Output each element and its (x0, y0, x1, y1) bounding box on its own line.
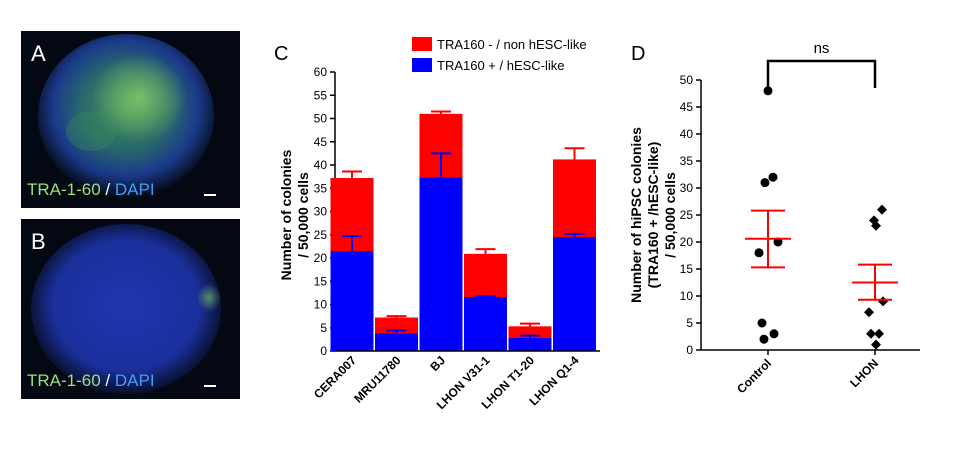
stacked-bar-chart: C 0 5 10 15 20 25 30 35 40 45 50 55 60 Number of colon… (274, 37, 600, 412)
bar-lhon-q1-4-hesc (553, 237, 596, 351)
y-tick-label: 30 (680, 181, 694, 195)
y-tick-label: 50 (314, 112, 328, 126)
data-point-lhon (871, 339, 881, 350)
y-tick-label: 5 (320, 321, 327, 335)
significance-label: ns (814, 40, 830, 57)
y-tick-label: 30 (314, 205, 328, 219)
legend-swatch-hesc (412, 58, 432, 72)
legend-label-hesc: TRA160 + / hESC-like (437, 58, 565, 73)
panel-label-d: D (631, 43, 645, 65)
y-tick-label: 45 (314, 135, 328, 149)
data-point-control (754, 248, 764, 258)
data-point-lhon (878, 296, 888, 307)
micrograph-a: A TRA-1-60 / DAPI (21, 31, 240, 208)
y-tick-label: 10 (680, 289, 694, 303)
y-tick-label: 5 (686, 316, 693, 330)
bar-mru11780-hesc (375, 333, 418, 351)
panel-label-c: C (274, 43, 288, 65)
stain-legend-b: TRA-1-60 / DAPI (27, 371, 155, 391)
stain-separator: / (100, 180, 115, 199)
y-tick-label: 0 (320, 344, 327, 358)
y-tick-label: 55 (314, 88, 328, 102)
y-tick-label: 20 (314, 251, 328, 265)
data-point-control (760, 178, 770, 188)
colony-image-b (31, 224, 221, 394)
data-point-control (763, 86, 773, 96)
y-tick-label: 45 (680, 100, 694, 114)
bar-cera007-hesc (330, 251, 374, 351)
y-axis-title: Number of hiPSC colonies(TRA160 + /hESC-… (628, 127, 678, 303)
y-tick-label: 40 (314, 158, 328, 172)
x-group-label: LHON (847, 356, 881, 390)
significance-bracket (766, 59, 877, 88)
y-tick-label: 20 (680, 235, 694, 249)
data-point-control (769, 329, 779, 339)
y-axis-title-line1: Number of colonies (278, 149, 294, 280)
scale-bar-a (204, 194, 216, 196)
data-point-control (757, 318, 767, 328)
legend-label-non-hesc: TRA160 - / non hESC-like (437, 37, 587, 52)
y-tick-label: 60 (314, 65, 328, 79)
y-tick-label: 25 (680, 208, 694, 222)
y-tick-label: 35 (680, 154, 694, 168)
y-axis-title-line2: / 50,000 cells (295, 172, 311, 258)
bar-lhon-t1-20-hesc (508, 337, 552, 351)
y-axis-title: Number of colonies/ 50,000 cells (278, 149, 311, 280)
stain-legend-a: TRA-1-60 / DAPI (27, 180, 155, 200)
y-tick-label: 25 (314, 228, 328, 242)
stain-separator: / (100, 371, 115, 390)
data-point-lhon (866, 328, 876, 339)
y-axis-title-line2: (TRA160 + /hESC-like) (645, 142, 661, 289)
data-point-lhon (871, 220, 881, 231)
y-tick-label: 35 (314, 181, 328, 195)
y-axis-title-line3: / 50,000 cells (662, 172, 678, 258)
y-tick-label: 15 (680, 262, 694, 276)
y-tick-label: 10 (314, 298, 328, 312)
scale-bar-b (204, 385, 216, 387)
stain-tra: TRA-1-60 (27, 180, 101, 199)
legend-swatch-non-hesc (412, 37, 432, 51)
panel-label-b: B (31, 229, 46, 254)
y-tick-label: 40 (680, 127, 694, 141)
stain-dapi: DAPI (114, 180, 155, 199)
y-axis-title-line1: Number of hiPSC colonies (628, 127, 644, 303)
y-tick-label: 15 (314, 274, 328, 288)
x-category-label: BJ (427, 353, 448, 374)
data-point-lhon (874, 328, 884, 339)
data-point-lhon (877, 204, 887, 215)
y-tick-label: 0 (686, 343, 693, 357)
x-group-label: Control (734, 356, 774, 396)
micrograph-b: B TRA-1-60 / DAPI (21, 219, 240, 399)
bar-bj-hesc (419, 177, 463, 351)
panel-label-a: A (31, 41, 46, 66)
data-point-lhon (864, 307, 874, 318)
bar-lhon-v31-1-hesc (464, 297, 507, 351)
x-category-label: MRU11780 (351, 353, 404, 406)
data-point-control (768, 172, 778, 182)
stain-dapi: DAPI (114, 371, 155, 390)
data-point-control (759, 334, 769, 344)
scatter-dot-plot: D 0 5 10 15 20 25 30 35 40 45 50 Number of hiPSC col… (628, 40, 920, 396)
y-tick-label: 50 (680, 73, 694, 87)
stain-tra: TRA-1-60 (27, 371, 101, 390)
colony-image-a (38, 34, 214, 198)
